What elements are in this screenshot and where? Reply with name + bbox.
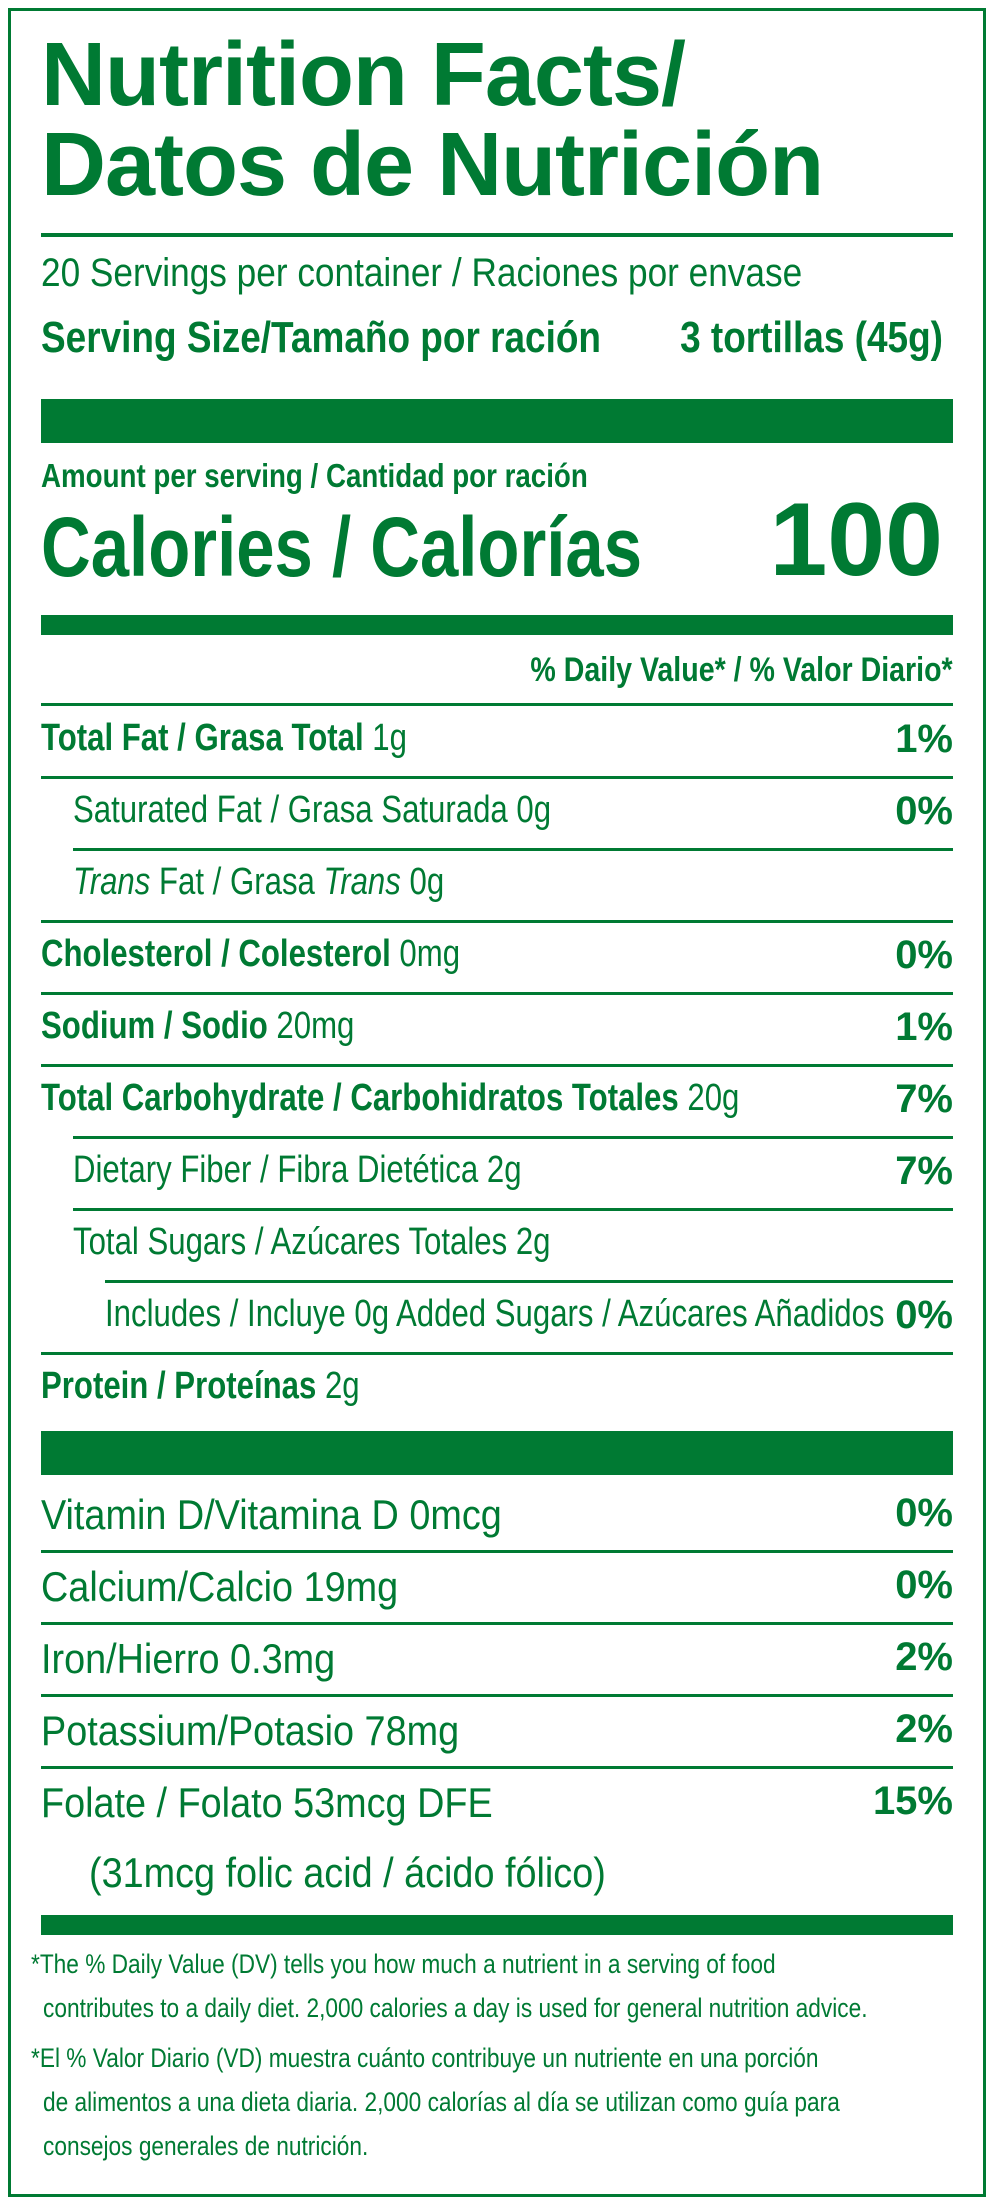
nutrient-amount: 0mg (399, 933, 461, 975)
title-line-2: Datos de Nutrición (41, 115, 824, 215)
vitamin-label: Vitamin D/Vitamina D 0mcg (41, 1491, 502, 1538)
vitamin-row-iron: Iron/Hierro 0.3mg 2% (41, 1625, 953, 1697)
nutrient-label: Total Carbohydrate / Carbohidratos Total… (41, 1077, 679, 1119)
servings-per-container: 20 Servings per container / Raciones por… (41, 251, 803, 295)
nutrient-label: Protein / Proteínas (41, 1365, 317, 1407)
thick-divider (41, 1431, 953, 1475)
serving-size-label: Serving Size/Tamaño por ración (41, 313, 602, 362)
nutrient-amount: 0g (516, 789, 552, 831)
trans-italic: Trans (73, 861, 151, 903)
medium-divider (41, 1915, 953, 1935)
vitamin-row-vitamin-d: Vitamin D/Vitamina D 0mcg 0% (41, 1481, 953, 1553)
nutrient-amount: 20g (687, 1077, 740, 1119)
nutrient-amount: 1g (372, 717, 407, 759)
nutrient-label: Total Sugars / Azúcares Totales (73, 1221, 508, 1263)
footnote-en-line-1: *The % Daily Value (DV) tells you how mu… (31, 1949, 776, 1979)
nutrient-row-saturated-fat: Saturated Fat / Grasa Saturada 0g 0% (41, 779, 953, 851)
nutrient-amount: 2g (486, 1149, 522, 1191)
serving-size-value: 3 tortillas (45g) (680, 313, 943, 362)
nutrient-row-cholesterol: Cholesterol / Colesterol 0mg 0% (41, 923, 953, 995)
footnote-es-line-1: *El % Valor Diario (VD) muestra cuánto c… (31, 2043, 819, 2073)
footnote-es-line-3: consejos generales de nutrición. (43, 2131, 369, 2161)
nutrient-row-protein: Protein / Proteínas 2g (41, 1355, 953, 1427)
nutrient-label: Cholesterol / Colesterol (41, 933, 391, 975)
nutrient-label: Saturated Fat / Grasa Saturada (73, 789, 508, 831)
nutrient-amount: 2g (515, 1221, 551, 1263)
nutrient-row-sodium: Sodium / Sodio 20mg 1% (41, 995, 953, 1067)
vitamin-label: (31mcg folic acid / ácido fólico) (89, 1849, 606, 1896)
nutrient-row-added-sugars: Includes / Incluye 0g Added Sugars / Azú… (41, 1283, 953, 1355)
nutrient-row-total-carbohydrate: Total Carbohydrate / Carbohidratos Total… (41, 1067, 953, 1139)
nutrient-label: Sodium / Sodio (41, 1005, 268, 1047)
nutrient-dv: 1% (895, 1005, 953, 1049)
nutrient-label: Dietary Fiber / Fibra Dietética (73, 1149, 479, 1191)
vitamin-row-folic-acid: (31mcg folic acid / ácido fólico) (41, 1839, 953, 1911)
vitamin-dv: 0% (895, 1563, 953, 1607)
thick-divider (41, 399, 953, 443)
vitamin-dv: 2% (895, 1635, 953, 1679)
calories-value: 100 (769, 482, 943, 598)
daily-value-header: % Daily Value* / % Valor Diario* (530, 651, 953, 689)
nutrition-label: Nutrition Facts/ Datos de Nutrición 20 S… (8, 8, 986, 2197)
nutrient-dv: 0% (895, 933, 953, 977)
nutrient-dv: 0% (895, 789, 953, 833)
vitamin-dv: 2% (895, 1707, 953, 1751)
medium-divider (41, 615, 953, 635)
vitamin-dv: 0% (895, 1491, 953, 1535)
vitamin-label: Iron/Hierro 0.3mg (41, 1635, 336, 1682)
nutrient-amount: 2g (324, 1365, 360, 1407)
nutrient-label: Total Fat / Grasa Total (41, 717, 364, 759)
title-line-1: Nutrition Facts/ (41, 25, 686, 125)
nutrient-row-dietary-fiber: Dietary Fiber / Fibra Dietética 2g 7% (41, 1139, 953, 1211)
amount-per-serving: Amount per serving / Cantidad por ración (41, 457, 588, 494)
vitamin-row-folate: Folate / Folato 53mcg DFE 15% (41, 1769, 953, 1841)
nutrient-row-total-fat: Total Fat / Grasa Total 1g 1% (41, 707, 953, 779)
nutrient-row-total-sugars: Total Sugars / Azúcares Totales 2g (41, 1211, 953, 1283)
nutrient-dv: 7% (895, 1077, 953, 1121)
calories-label: Calories / Calorías (41, 500, 643, 594)
vitamin-label: Potassium/Potasio 78mg (41, 1707, 460, 1754)
nutrient-dv: 0% (895, 1293, 953, 1337)
divider (41, 233, 953, 237)
vitamin-label: Folate / Folato 53mcg DFE (41, 1779, 493, 1826)
nutrient-label: Includes / Incluye 0g Added Sugars / Azú… (105, 1293, 885, 1335)
vitamin-dv: 15% (872, 1779, 953, 1823)
vitamin-row-potassium: Potassium/Potasio 78mg 2% (41, 1697, 953, 1769)
footnote-es-line-2: de alimentos a una dieta diaria. 2,000 c… (43, 2087, 840, 2117)
nutrient-row-trans-fat: Trans Fat / Grasa Trans 0g (41, 851, 953, 923)
divider (41, 703, 953, 706)
nutrient-dv: 7% (895, 1149, 953, 1193)
vitamin-label: Calcium/Calcio 19mg (41, 1563, 399, 1610)
nutrient-amount: 20mg (276, 1005, 355, 1047)
vitamin-row-calcium: Calcium/Calcio 19mg 0% (41, 1553, 953, 1625)
nutrient-dv: 1% (895, 717, 953, 761)
nutrient-amount: 0g (409, 861, 445, 903)
footnote-en-line-2: contributes to a daily diet. 2,000 calor… (43, 1993, 868, 2023)
